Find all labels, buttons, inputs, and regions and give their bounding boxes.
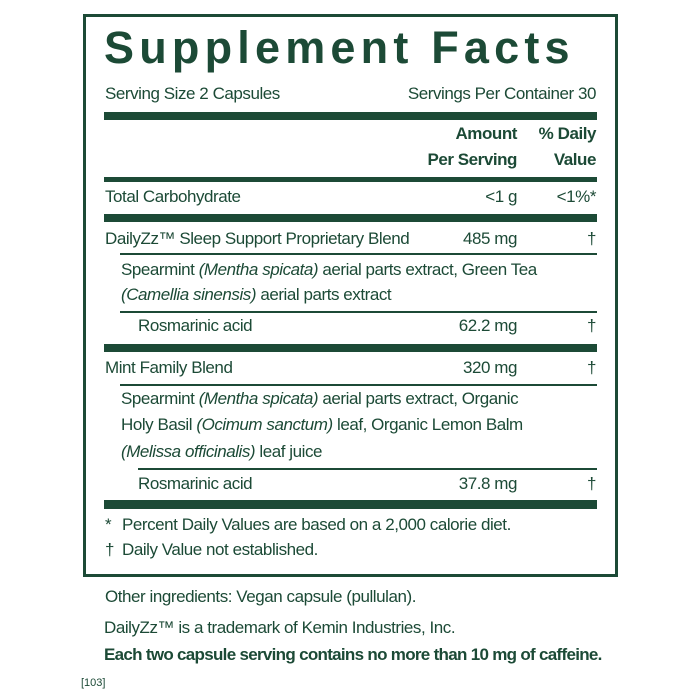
caffeine-note: Each two capsule serving contains no mor… <box>104 645 602 664</box>
sub-row-dv: † <box>586 474 596 493</box>
sub-row-dv: † <box>586 316 596 335</box>
servings-per-container: Servings Per Container 30 <box>407 84 597 103</box>
header-dv-2: Value <box>553 150 597 169</box>
row-amount: 485 mg <box>462 229 517 248</box>
row-dv: † <box>586 358 596 377</box>
ingredient-line: (Melissa officinalis) leaf juice <box>121 442 323 461</box>
ingredient-line: Spearmint (Mentha spicata) aerial parts … <box>121 389 519 408</box>
divider-medium <box>104 177 597 182</box>
divider-thick <box>104 500 597 509</box>
row-name: Mint Family Blend <box>105 358 233 377</box>
supplement-facts-panel <box>83 14 618 577</box>
header-amount-1: Amount <box>455 124 517 143</box>
divider-thin <box>120 253 597 255</box>
footnote-mark: * <box>105 515 112 534</box>
header-amount-2: Per Serving <box>427 150 517 169</box>
sub-row-name: Rosmarinic acid <box>138 474 253 493</box>
footnote-text: Daily Value not established. <box>122 540 318 559</box>
trademark-note: DailyZz™ is a trademark of Kemin Industr… <box>104 618 456 637</box>
serving-size: Serving Size 2 Capsules <box>105 84 280 103</box>
footnote-text: Percent Daily Values are based on a 2,00… <box>122 515 511 534</box>
divider-thick <box>104 344 597 352</box>
divider-thick <box>104 112 597 120</box>
row-name: DailyZz™ Sleep Support Proprietary Blend <box>105 229 410 248</box>
row-amount: 320 mg <box>462 358 517 377</box>
other-ingredients: Other ingredients: Vegan capsule (pullul… <box>105 587 416 606</box>
row-amount: <1 g <box>485 187 517 206</box>
ingredient-line: (Camellia sinensis) aerial parts extract <box>121 285 392 304</box>
divider-thin <box>120 311 597 313</box>
sub-row-name: Rosmarinic acid <box>138 316 253 335</box>
sub-row-amount: 62.2 mg <box>458 316 518 335</box>
row-dv: † <box>586 229 596 248</box>
divider-thick <box>104 214 597 222</box>
row-name: Total Carbohydrate <box>105 187 241 206</box>
label-code: [103] <box>81 677 106 689</box>
ingredient-line: Holy Basil (Ocimum sanctum) leaf, Organi… <box>121 415 523 434</box>
footnote-mark: † <box>105 540 115 559</box>
divider-thin <box>120 384 597 386</box>
panel-title: Supplement Facts <box>104 22 575 73</box>
header-dv-1: % Daily <box>538 124 597 143</box>
divider-thin <box>138 468 597 470</box>
row-dv: <1%* <box>556 187 597 206</box>
ingredient-line: Spearmint (Mentha spicata) aerial parts … <box>121 260 537 279</box>
sub-row-amount: 37.8 mg <box>458 474 518 493</box>
